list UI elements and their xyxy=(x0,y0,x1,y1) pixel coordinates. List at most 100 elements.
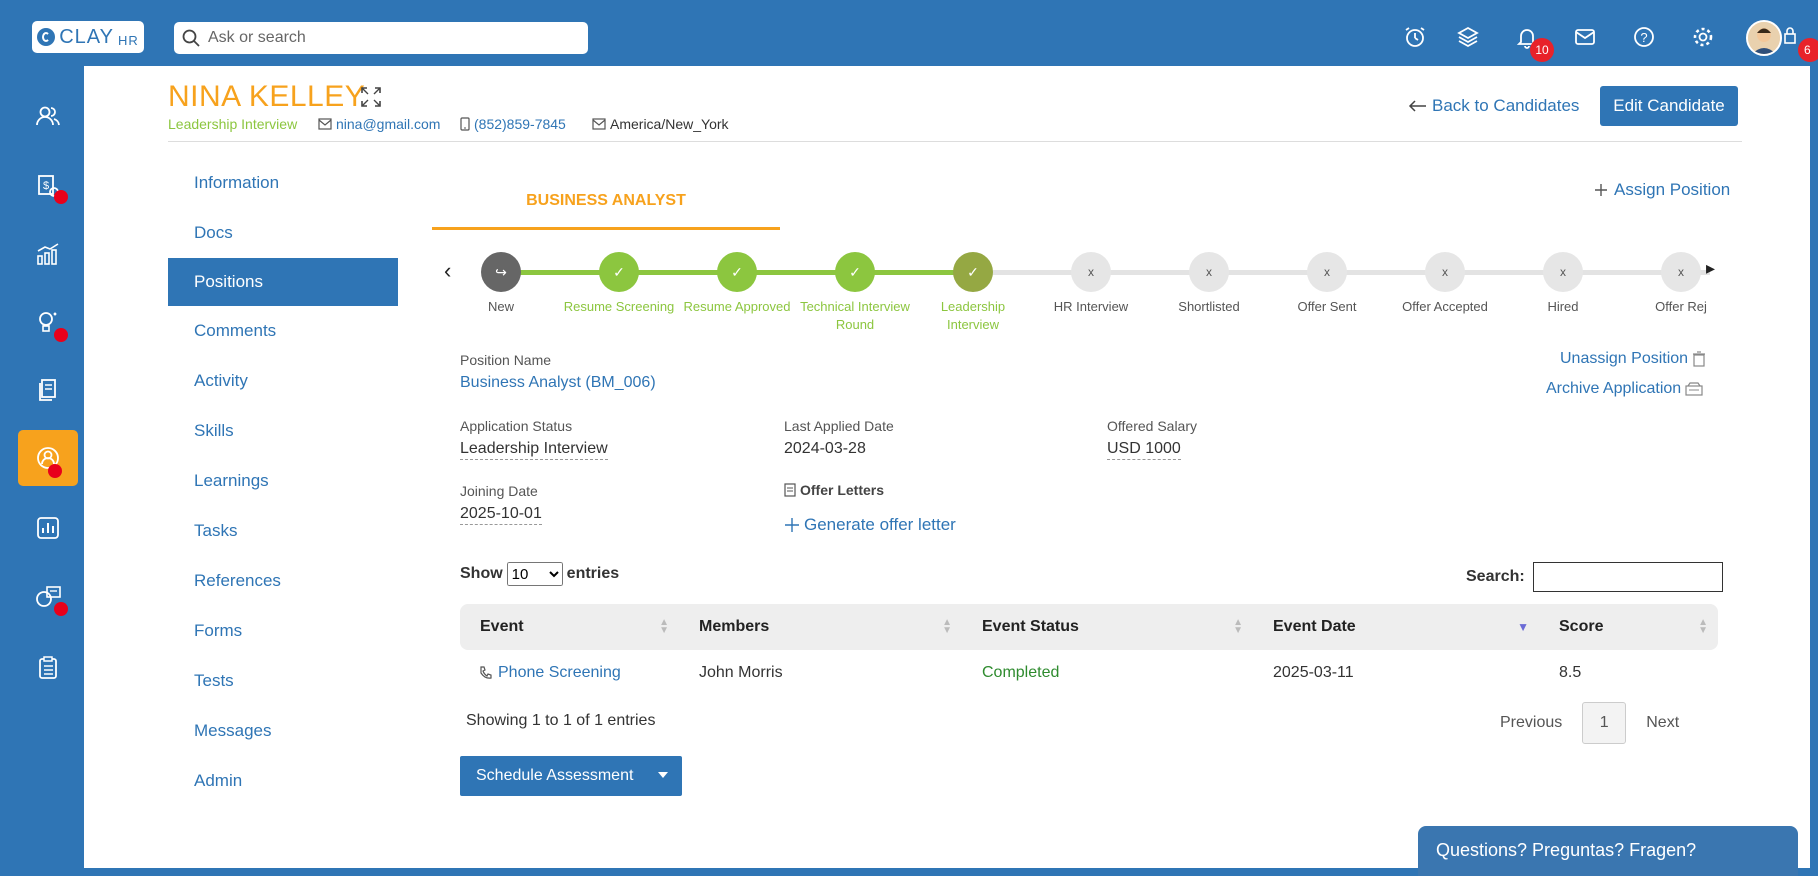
column-header-event-status[interactable]: Event Status ▲ ▼ xyxy=(962,604,1253,650)
mail-icon[interactable] xyxy=(1568,20,1602,54)
rail-analytics-icon[interactable] xyxy=(18,226,78,282)
unassign-position-link[interactable]: Unassign Position xyxy=(1560,350,1706,368)
layers-icon[interactable] xyxy=(1451,20,1485,54)
column-header-score[interactable]: Score ▲ ▼ xyxy=(1539,604,1718,650)
assign-position-label[interactable]: Assign Position xyxy=(1614,180,1731,199)
candidate-phone[interactable]: (852)859-7845 xyxy=(474,116,566,132)
page-1-button[interactable]: 1 xyxy=(1582,702,1627,744)
stage-label: Offer Sent xyxy=(1297,299,1357,314)
expand-icon[interactable] xyxy=(360,86,382,113)
archive-application-link[interactable]: Archive Application xyxy=(1546,380,1703,398)
alarm-clock-icon[interactable] xyxy=(1398,20,1432,54)
rail-ideas-icon[interactable] xyxy=(18,294,78,350)
chevron-down-icon[interactable] xyxy=(658,772,668,778)
back-to-candidates-link[interactable]: Back to Candidates xyxy=(1408,96,1579,116)
stage-new[interactable]: ↪ New xyxy=(442,252,560,316)
position-name-link[interactable]: Business Analyst (BM_006) xyxy=(460,374,656,391)
stage-resume-approved[interactable]: ✓ Resume Approved xyxy=(678,252,796,316)
page-size-select[interactable]: 10 xyxy=(506,562,563,586)
rail-documents-icon[interactable] xyxy=(18,362,78,418)
nav-item-comments[interactable]: Comments xyxy=(194,321,277,340)
archive-icon xyxy=(1685,382,1703,396)
lock-icon[interactable] xyxy=(1780,18,1800,52)
help-chat-tab[interactable]: Questions? Preguntas? Fragen? xyxy=(1418,826,1798,876)
column-header-label: Event Date xyxy=(1273,618,1356,635)
joining-date-value[interactable]: 2025-10-01 xyxy=(460,505,542,525)
event-link[interactable]: Phone Screening xyxy=(498,664,621,681)
pagination: Previous 1 Next xyxy=(1500,702,1679,744)
check-icon: ✓ xyxy=(835,252,875,292)
check-icon: ✓ xyxy=(599,252,639,292)
nav-item-admin[interactable]: Admin xyxy=(194,771,243,790)
archive-application-label[interactable]: Archive Application xyxy=(1546,380,1682,397)
rail-ideas-dot xyxy=(54,328,68,342)
trash-icon xyxy=(1693,351,1706,367)
table-search-input[interactable] xyxy=(1532,562,1723,592)
stage-shortlisted[interactable]: x Shortlisted xyxy=(1150,252,1268,316)
stage-technical-interview[interactable]: ✓ Technical Interview Round xyxy=(796,252,914,334)
search-input[interactable] xyxy=(208,29,568,47)
nav-item-forms[interactable]: Forms xyxy=(194,621,243,640)
gear-icon[interactable] xyxy=(1686,20,1720,54)
plus-icon xyxy=(1595,184,1607,196)
offered-salary-value[interactable]: USD 1000 xyxy=(1107,440,1181,460)
stage-hired[interactable]: x Hired xyxy=(1504,252,1622,316)
global-search[interactable] xyxy=(174,22,588,54)
nav-item-activity[interactable]: Activity xyxy=(194,371,248,390)
logo-text: CLAY xyxy=(59,25,114,48)
sort-icon: ▲ ▼ xyxy=(1233,617,1243,636)
clayhr-logo[interactable]: CLAY HR xyxy=(32,21,144,53)
nav-item-positions[interactable]: Positions xyxy=(168,258,398,306)
nav-item-learnings[interactable]: Learnings xyxy=(194,471,269,490)
rail-candidates-icon[interactable] xyxy=(18,88,78,144)
user-avatar[interactable] xyxy=(1746,20,1782,56)
schedule-assessment-button[interactable]: Schedule Assessment xyxy=(460,756,682,796)
nav-item-messages[interactable]: Messages xyxy=(194,721,272,740)
tab-business-analyst[interactable]: BUSINESS ANALYST xyxy=(432,184,780,230)
stage-offer-sent[interactable]: x Offer Sent xyxy=(1268,252,1386,316)
stage-offer-accepted[interactable]: x Offer Accepted xyxy=(1386,252,1504,316)
previous-button[interactable]: Previous xyxy=(1500,714,1563,731)
assign-position-link[interactable]: Assign Position xyxy=(1594,180,1730,200)
pipeline-prev-icon[interactable]: ‹ xyxy=(444,258,452,283)
rail-reports-icon[interactable] xyxy=(18,500,78,556)
rail-support-icon[interactable] xyxy=(18,570,78,626)
nav-item-skills[interactable]: Skills xyxy=(194,421,234,440)
nav-item-tests[interactable]: Tests xyxy=(194,671,234,690)
stage-hr-interview[interactable]: x HR Interview xyxy=(1032,252,1150,316)
candidate-email-row[interactable]: nina@gmail.com xyxy=(318,116,440,132)
generate-offer-letter-label[interactable]: Generate offer letter xyxy=(804,515,956,534)
stage-leadership-interview[interactable]: ✓ Leadership Interview xyxy=(914,252,1032,334)
search-icon xyxy=(182,29,200,47)
pipeline-next-icon[interactable]: ▸ xyxy=(1706,258,1716,278)
stage-label: Technical Interview Round xyxy=(800,299,910,332)
offer-letters-label: Offer Letters xyxy=(800,482,885,498)
column-header-event[interactable]: Event ▲ ▼ xyxy=(460,604,679,650)
column-header-members[interactable]: Members ▲ ▼ xyxy=(679,604,962,650)
candidate-phone-row[interactable]: (852)859-7845 xyxy=(460,116,566,132)
column-header-event-date[interactable]: Event Date ▼ xyxy=(1253,604,1539,650)
stage-resume-screening[interactable]: ✓ Resume Screening xyxy=(560,252,678,316)
next-button[interactable]: Next xyxy=(1646,714,1680,731)
check-icon: ✓ xyxy=(953,252,993,292)
rail-payroll-icon[interactable]: $ xyxy=(18,158,78,214)
event-cell[interactable]: Phone Screening xyxy=(460,650,679,696)
generate-offer-letter-link[interactable]: Generate offer letter xyxy=(784,515,956,535)
nav-item-tasks[interactable]: Tasks xyxy=(194,521,238,540)
back-to-candidates-label[interactable]: Back to Candidates xyxy=(1432,96,1580,115)
candidate-email[interactable]: nina@gmail.com xyxy=(336,116,441,132)
help-icon[interactable]: ? xyxy=(1627,20,1661,54)
nav-item-docs[interactable]: Docs xyxy=(194,223,233,242)
sort-icon: ▲ ▼ xyxy=(942,617,952,636)
stage-offer-rejected[interactable]: x Offer Rej xyxy=(1622,252,1710,316)
application-status-value[interactable]: Leadership Interview xyxy=(460,440,608,460)
nav-item-references[interactable]: References xyxy=(194,571,281,590)
x-icon: x xyxy=(1425,252,1465,292)
rail-checklist-icon[interactable] xyxy=(18,640,78,696)
edit-candidate-button[interactable]: Edit Candidate xyxy=(1600,86,1738,126)
nav-item-information[interactable]: Information xyxy=(194,173,280,192)
stage-label: HR Interview xyxy=(1053,299,1129,314)
unassign-position-label[interactable]: Unassign Position xyxy=(1560,350,1689,367)
rail-profile-icon[interactable] xyxy=(18,430,78,486)
check-icon: ✓ xyxy=(717,252,757,292)
